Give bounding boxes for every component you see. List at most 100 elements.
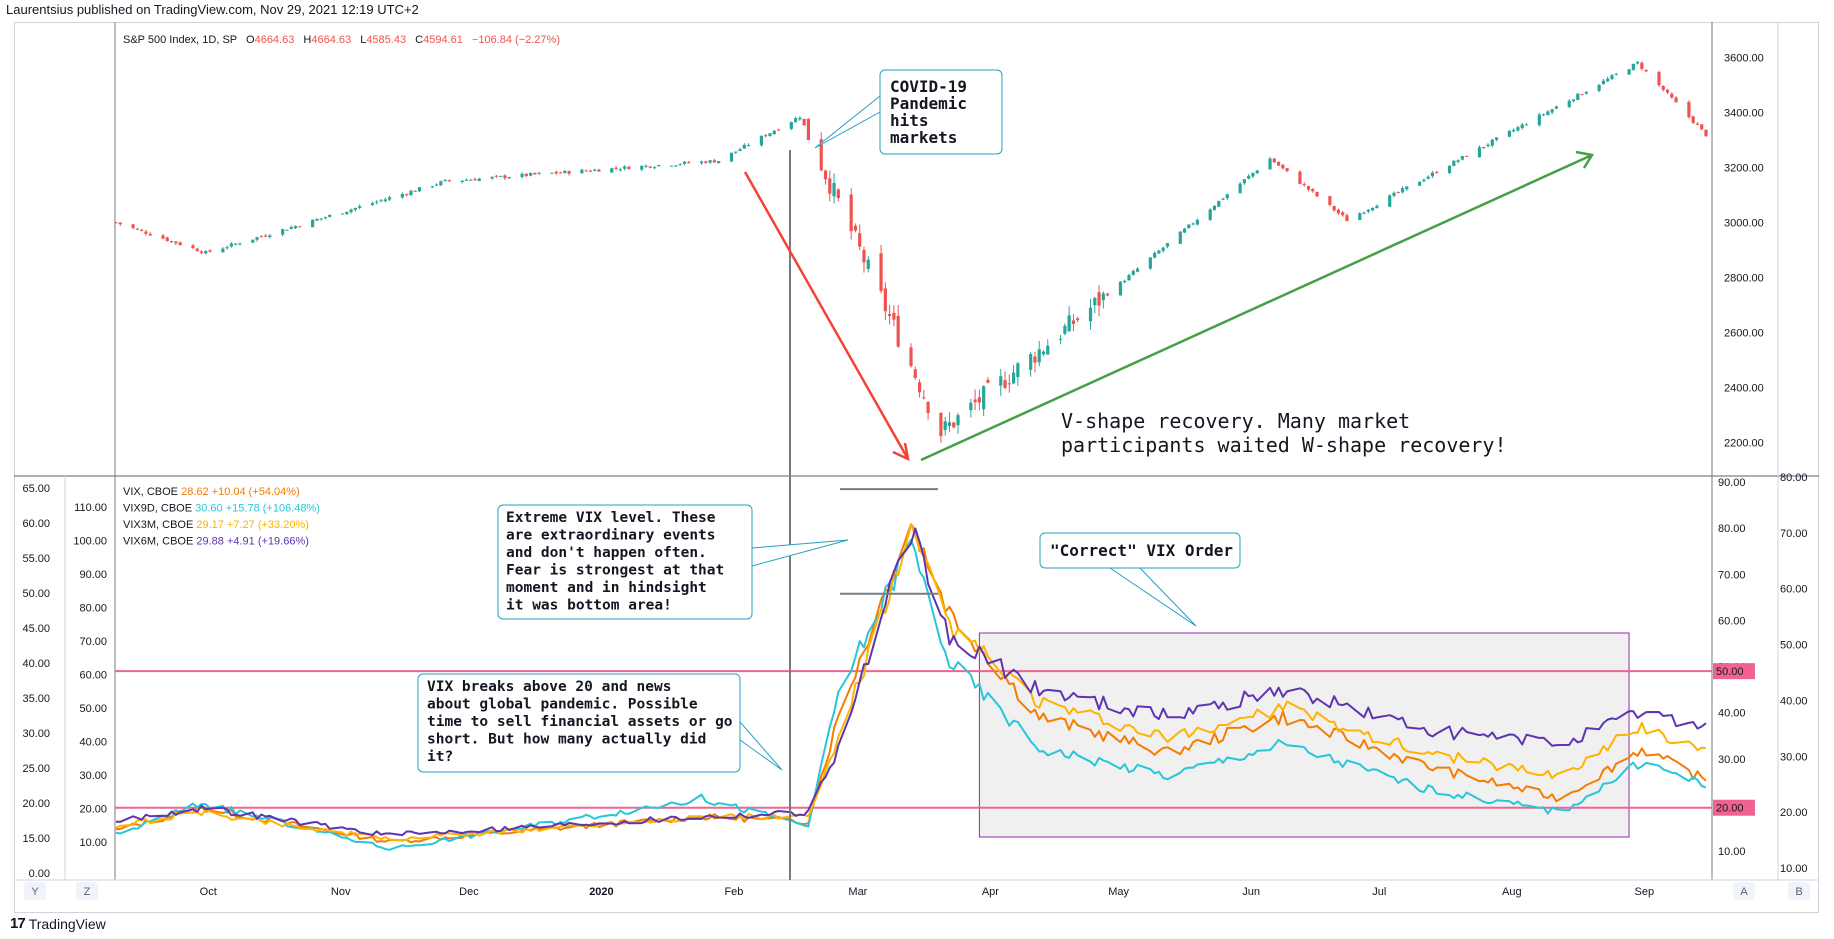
candle-body: [956, 415, 960, 426]
left2-tick-1: 100.00: [73, 536, 107, 548]
level-badge-1: [1713, 799, 1755, 816]
upper-symbol: S&P 500 Index, 1D, SP: [123, 34, 237, 46]
candle-body: [1157, 250, 1161, 254]
legend-name: VIX6M, CBOE: [123, 536, 196, 548]
x-tick-apr: Apr: [982, 886, 999, 898]
tradingview-logo-icon[interactable]: 17: [10, 915, 26, 932]
right2-tick-0: 80.00: [1780, 472, 1808, 484]
candle-body: [734, 151, 738, 153]
series-line-vix6m[interactable]: [116, 527, 1707, 837]
covid-callout-box[interactable]: [879, 69, 1003, 155]
candle-body: [490, 176, 494, 179]
x-tick-nov: Nov: [331, 886, 351, 898]
left-tick-7: 30.00: [22, 728, 50, 740]
peak-brackets: [840, 488, 938, 595]
low-value: 4585.43: [366, 34, 406, 46]
candle-body: [947, 422, 952, 426]
candle-body: [1165, 243, 1170, 247]
series-line-vix3m[interactable]: [115, 523, 1707, 842]
candle-body: [973, 399, 977, 403]
candle-body: [567, 171, 571, 174]
candle-body: [1276, 162, 1281, 166]
right2-tick-2: 60.00: [1780, 584, 1808, 596]
candle-body: [627, 166, 631, 170]
candle-body: [135, 228, 139, 230]
candle-body: [1418, 181, 1422, 186]
z-button[interactable]: [76, 882, 98, 900]
candle-body: [563, 170, 567, 174]
legend-value: 30.60: [195, 503, 226, 515]
candle-body: [1366, 209, 1370, 212]
right-tick-6: 30.00: [1718, 754, 1746, 766]
left-tick-5: 40.00: [22, 658, 50, 670]
candle-body: [1011, 372, 1016, 384]
candle-body: [533, 172, 537, 175]
candle-body: [1516, 127, 1520, 131]
candle-body: [1247, 175, 1251, 179]
breaks-callout-box[interactable]: [417, 673, 741, 773]
b-button[interactable]: [1788, 882, 1810, 900]
right-tick-5: 40.00: [1718, 708, 1746, 720]
candle-body: [1118, 281, 1123, 296]
vix-series-lines: [115, 523, 1707, 851]
price-tick-5: 2600.00: [1724, 328, 1764, 340]
candle-body: [345, 211, 349, 214]
candle-body: [520, 173, 524, 178]
candle-body: [828, 178, 832, 194]
candle-body: [464, 179, 469, 181]
left2-tick-9: 20.00: [79, 804, 107, 816]
a-button[interactable]: [1733, 882, 1755, 900]
candle-body: [614, 167, 618, 169]
candle-body: [349, 209, 353, 213]
candle-body: [1691, 116, 1695, 123]
candle-body: [1332, 206, 1336, 211]
candle-body: [678, 164, 682, 166]
candle-body: [328, 214, 332, 217]
candle-body: [1661, 86, 1665, 90]
candle-body: [1242, 179, 1246, 184]
candle-body: [178, 242, 182, 246]
candle-body: [499, 175, 503, 177]
level-label-0: 50.00: [1716, 666, 1744, 678]
candle-body: [417, 187, 422, 192]
candle-body: [358, 206, 362, 208]
legend-value: 28.62: [181, 486, 212, 498]
candle-body: [379, 200, 383, 202]
candle-body: [759, 135, 764, 146]
y-button[interactable]: [24, 882, 46, 900]
price-tick-3: 3000.00: [1724, 218, 1764, 230]
candle-body: [952, 422, 956, 428]
candle-body: [1302, 183, 1306, 186]
candle-body: [1507, 130, 1511, 137]
chart-frame: [14, 22, 1819, 913]
candle-body: [1097, 292, 1101, 306]
candle-body: [1665, 89, 1670, 93]
series-line-vix9d[interactable]: [115, 538, 1707, 851]
candle-body: [114, 222, 118, 224]
extreme-callout-box[interactable]: [497, 504, 753, 620]
candle-body: [148, 233, 152, 236]
candle-body: [1567, 100, 1571, 108]
candle-body: [866, 259, 870, 270]
crash-arrow[interactable]: [743, 171, 910, 460]
level-label-1: 20.00: [1716, 803, 1744, 815]
candle-body: [610, 168, 614, 173]
candle-body: [473, 179, 477, 181]
candle-body: [229, 243, 234, 247]
candle-body: [969, 402, 973, 411]
candle-body: [1452, 160, 1456, 167]
legend-change: +15.78 (+106.48%): [226, 503, 320, 515]
candle-body: [1285, 168, 1289, 172]
recovery-arrow[interactable]: [920, 153, 1593, 462]
candle-body: [1550, 109, 1554, 113]
lower-legend-row-1: VIX9D, CBOE 30.60 +15.78 (+106.48%): [123, 503, 320, 515]
candle-body: [999, 376, 1003, 386]
candle-body: [430, 186, 434, 188]
candle-body: [917, 382, 922, 393]
candle-body: [922, 397, 926, 399]
x-tick-dec: Dec: [459, 886, 479, 898]
vix-axes: 65.00 60.00 55.00 50.00 45.00 40.00 35.00 30.00…: [22, 472, 1807, 880]
order-callout-box[interactable]: [1039, 532, 1241, 569]
candle-body: [1238, 183, 1242, 194]
left-tick-10: 15.00: [22, 833, 50, 845]
